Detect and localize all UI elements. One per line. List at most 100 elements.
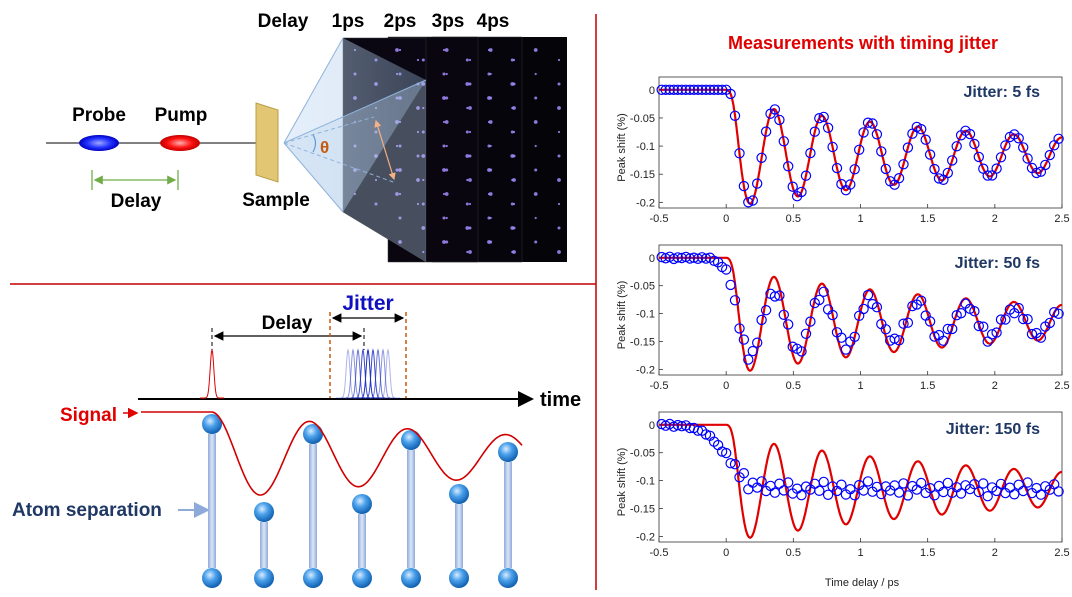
jitter-gaussians xyxy=(336,348,400,399)
diffraction-spot xyxy=(445,240,449,244)
diffraction-spot xyxy=(534,72,537,76)
diffraction-spot xyxy=(468,82,472,86)
data-marker xyxy=(836,332,847,343)
atom-link xyxy=(309,444,317,568)
diffraction-spot xyxy=(512,250,516,254)
data-marker xyxy=(893,172,905,184)
data-marker xyxy=(898,318,909,329)
data-marker xyxy=(858,127,869,138)
scatter-cone xyxy=(284,38,426,212)
jitter-gaussian xyxy=(366,348,390,399)
data-marker xyxy=(1053,308,1064,319)
atom-separation-label: Atom separation xyxy=(12,500,162,521)
data-marker xyxy=(902,142,914,153)
diffraction-spot xyxy=(442,216,446,220)
y-axis-label: Peak shift (%) xyxy=(616,113,628,181)
data-marker xyxy=(664,84,675,96)
data-marker xyxy=(752,337,763,348)
diffraction-spot xyxy=(489,168,493,172)
data-marker xyxy=(978,478,989,489)
diffraction-spot xyxy=(398,48,402,52)
data-marker xyxy=(700,84,712,96)
diffraction-spot xyxy=(416,106,420,110)
data-marker xyxy=(692,84,704,96)
atom-bottom xyxy=(254,568,274,588)
plot-1: -0.5 0 0.5 1 1.5 2 2.5 0 -0.05 -0.1 -0.15 -0.2 Peak … xyxy=(616,76,1070,225)
data-marker xyxy=(756,476,767,487)
data-marker xyxy=(836,479,847,490)
diffraction-spot xyxy=(533,48,538,52)
delay-step-3ps: 3ps xyxy=(432,11,465,32)
plot-title: Jitter: 150 fs xyxy=(946,421,1040,438)
diffraction-spot xyxy=(557,250,561,254)
diffraction-spot xyxy=(465,226,470,230)
diffraction-spot xyxy=(442,168,446,172)
data-marker xyxy=(845,179,856,190)
data-marker xyxy=(951,141,962,152)
data-marker xyxy=(969,138,980,150)
atom-bottom xyxy=(449,568,469,588)
atom-top xyxy=(202,414,222,434)
x-tick-label: 0.5 xyxy=(786,547,801,559)
diffraction-spot xyxy=(489,96,493,100)
x-tick-label: 1.5 xyxy=(920,380,935,392)
x-tick-label: 0 xyxy=(723,547,729,559)
x-tick-label: 2 xyxy=(992,213,998,225)
data-marker xyxy=(924,316,936,327)
theta-ray-1 xyxy=(283,116,375,144)
x-tick-label: 1 xyxy=(857,213,863,225)
diffraction-spot xyxy=(468,106,472,110)
diffraction-spot xyxy=(422,250,425,254)
diffraction-spot xyxy=(512,202,516,206)
diffraction-spot xyxy=(395,168,399,172)
x-tick-label: 1 xyxy=(857,547,863,559)
diffraction-spot xyxy=(510,202,514,206)
x-tick-label: -0.5 xyxy=(650,547,669,559)
data-marker xyxy=(1053,486,1064,497)
model-line xyxy=(659,423,1062,539)
data-marker xyxy=(760,305,772,316)
x-tick-label: 0 xyxy=(723,380,729,392)
diffraction-spot xyxy=(534,96,538,100)
diffraction-spot xyxy=(512,226,516,230)
data-marker xyxy=(769,487,781,498)
data-marker xyxy=(752,178,763,189)
y-tick-label: -0.15 xyxy=(630,337,655,349)
x-tick-label: 1 xyxy=(857,380,863,392)
diffraction-spot xyxy=(416,130,420,134)
y-tick-label: -0.2 xyxy=(636,197,655,209)
measurement-plots: -0.5 0 0.5 1 1.5 2 2.5 0 -0.05 -0.1 -0.15 -0.2 Peak … xyxy=(616,76,1070,559)
y-tick-label: -0.05 xyxy=(630,281,655,293)
diffraction-spot xyxy=(512,106,516,110)
data-marker xyxy=(827,141,838,153)
data-marker xyxy=(725,279,736,291)
data-marker xyxy=(1053,133,1064,144)
data-marker xyxy=(1000,140,1011,151)
diffraction-spot xyxy=(395,144,399,148)
data-marker xyxy=(796,186,807,198)
data-marker xyxy=(1048,307,1060,318)
data-marker xyxy=(796,490,807,501)
diffraction-spot xyxy=(534,216,537,220)
y-tick-label: 0 xyxy=(649,253,655,265)
sample-plate xyxy=(255,102,279,183)
diffraction-spot xyxy=(534,144,537,148)
data-marker xyxy=(743,197,754,208)
data-marker xyxy=(942,167,954,179)
diffraction-spot xyxy=(489,72,492,76)
diffraction-spot xyxy=(468,250,472,254)
data-marker xyxy=(889,333,900,344)
diffraction-spot xyxy=(488,120,493,124)
jitter-label: Jitter xyxy=(342,292,393,315)
data-marker xyxy=(656,251,667,263)
diffraction-spot xyxy=(557,226,561,230)
sample-label: Sample xyxy=(242,190,310,211)
atom-bottom xyxy=(352,568,372,588)
data-marker xyxy=(743,484,754,495)
data-marker xyxy=(818,286,829,297)
delay-step-2ps: 2ps xyxy=(384,11,417,32)
data-marker xyxy=(929,490,940,501)
diffraction-spot xyxy=(445,168,449,172)
diffraction-spot xyxy=(557,106,561,110)
data-marker xyxy=(849,331,860,342)
